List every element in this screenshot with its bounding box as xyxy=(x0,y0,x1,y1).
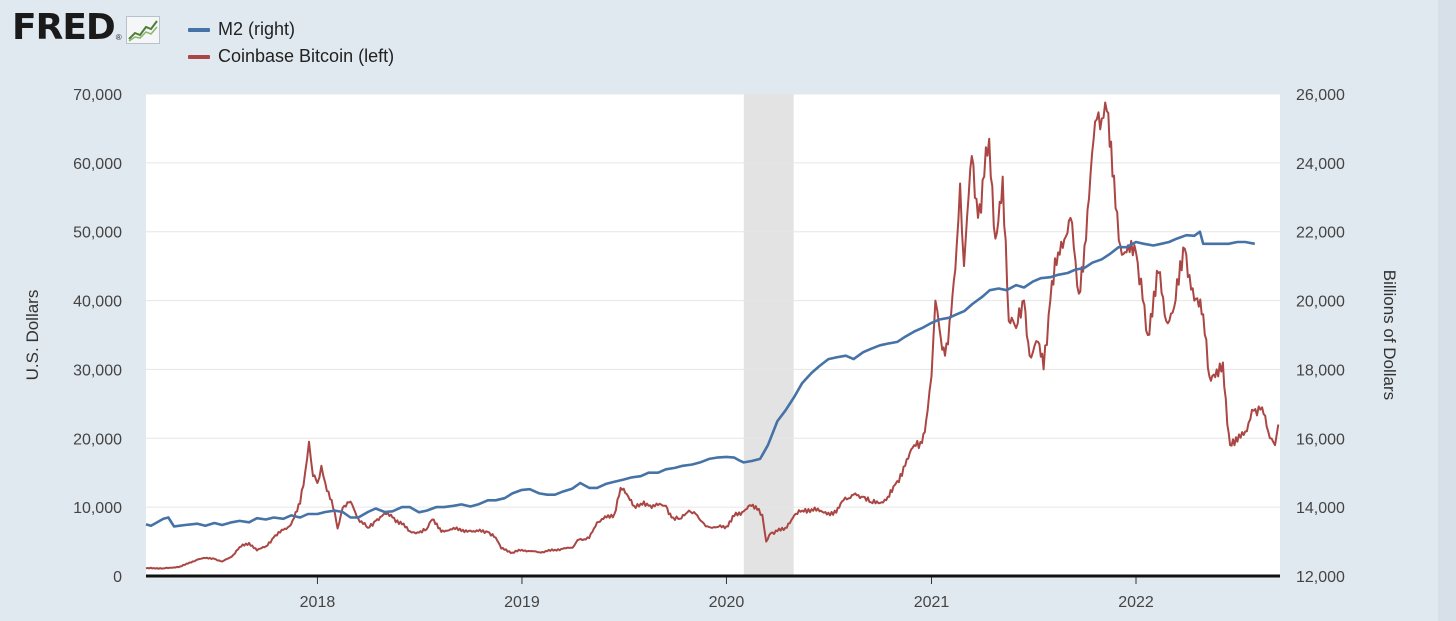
right-tick-label: 14,000 xyxy=(1296,500,1345,517)
chart-legend: M2 (right) Coinbase Bitcoin (left) xyxy=(188,16,394,70)
registered-mark: ® xyxy=(115,33,122,42)
series-line-coinbase-bitcoin xyxy=(145,101,1280,570)
trend-graph-icon xyxy=(125,16,160,44)
right-tick-label: 18,000 xyxy=(1296,362,1345,379)
legend-item-bitcoin[interactable]: Coinbase Bitcoin (left) xyxy=(188,43,394,70)
recession-band xyxy=(743,94,794,576)
x-tick-label: 2021 xyxy=(914,594,950,611)
right-axis-title: Billions of Dollars xyxy=(1380,270,1399,400)
right-tick-label: 24,000 xyxy=(1296,156,1345,173)
logo-text: FRED xyxy=(12,7,116,48)
left-tick-label: 60,000 xyxy=(73,156,122,173)
left-tick-label: 0 xyxy=(113,569,122,586)
legend-swatch-m2 xyxy=(188,27,210,32)
legend-label-m2: M2 (right) xyxy=(218,19,296,39)
right-tick-label: 12,000 xyxy=(1296,569,1345,586)
left-tick-label: 50,000 xyxy=(73,225,122,242)
x-tick-label: 2019 xyxy=(504,594,540,611)
left-tick-label: 20,000 xyxy=(73,431,122,448)
right-tick-label: 20,000 xyxy=(1296,294,1345,311)
left-tick-label: 70,000 xyxy=(73,87,122,104)
left-tick-label: 10,000 xyxy=(73,500,122,517)
right-tick-label: 16,000 xyxy=(1296,431,1345,448)
scrollbar-track[interactable] xyxy=(1438,0,1456,621)
right-tick-label: 22,000 xyxy=(1296,225,1345,242)
left-tick-label: 40,000 xyxy=(73,294,122,311)
x-tick-label: 2018 xyxy=(300,594,336,611)
chart-header: FRED ® M2 (right) Coinbase Bitcoin (left… xyxy=(0,0,1456,80)
left-tick-label: 30,000 xyxy=(73,362,122,379)
x-tick-label: 2020 xyxy=(709,594,745,611)
left-axis-title: U.S. Dollars xyxy=(23,290,42,381)
legend-swatch-bitcoin xyxy=(188,54,210,59)
right-tick-label: 26,000 xyxy=(1296,87,1345,104)
legend-label-bitcoin: Coinbase Bitcoin (left) xyxy=(218,46,395,66)
plot-area xyxy=(146,94,1280,576)
legend-item-m2[interactable]: M2 (right) xyxy=(188,16,394,43)
x-tick-label: 2022 xyxy=(1118,594,1154,611)
series-line-m2 xyxy=(145,230,1256,528)
fred-logo[interactable]: FRED ® xyxy=(12,8,160,48)
